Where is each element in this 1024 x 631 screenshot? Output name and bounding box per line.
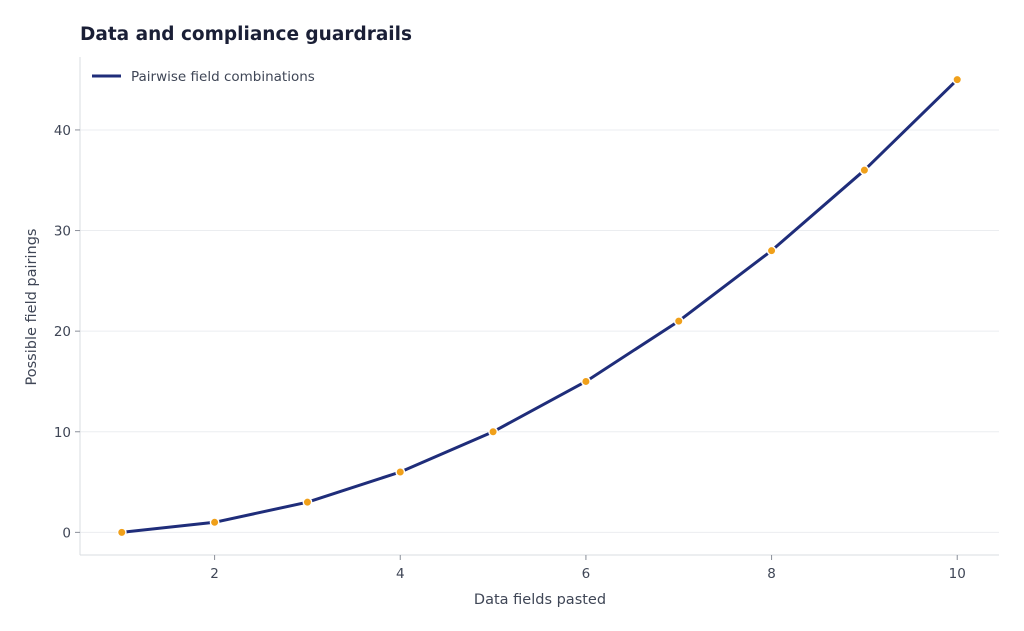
- plot-series: [116, 74, 963, 538]
- x-tick-label-0: 2: [210, 566, 219, 582]
- x-tick-label-2: 6: [582, 566, 591, 582]
- y-axis-label: Possible field pairings: [24, 229, 40, 386]
- data-point-0-3: [395, 467, 406, 477]
- data-point-0-4: [488, 426, 498, 437]
- x-axis-label: Data fields pasted: [474, 592, 606, 608]
- x-tick-label-3: 8: [767, 566, 776, 582]
- data-point-0-7: [766, 245, 777, 256]
- data-point-0-0: [116, 527, 127, 538]
- x-tick-label-1: 4: [396, 566, 405, 582]
- x-ticks: 2 4 6 8 10: [210, 555, 966, 582]
- data-point-0-1: [209, 517, 220, 528]
- data-point-0-5: [581, 376, 591, 387]
- y-tick-label-0: 0: [62, 525, 71, 541]
- series-line-0: [120, 78, 959, 534]
- data-point-0-6: [673, 316, 684, 326]
- legend: Pairwise field combinations: [92, 69, 315, 85]
- chart-title: Data and compliance guardrails: [80, 24, 412, 45]
- y-tick-label-2: 20: [54, 324, 71, 340]
- data-point-0-9: [952, 74, 963, 85]
- data-point-0-8: [859, 165, 870, 176]
- grid: [80, 129, 999, 533]
- y-tick-label-1: 10: [54, 425, 71, 441]
- x-tick-label-4: 10: [949, 566, 966, 582]
- data-point-0-2: [302, 497, 313, 508]
- y-ticks: 0 10 20 30 40: [54, 123, 80, 541]
- y-tick-label-4: 40: [54, 123, 71, 139]
- axes: [79, 57, 999, 556]
- legend-label-0: Pairwise field combinations: [131, 69, 315, 85]
- y-tick-label-3: 30: [54, 224, 71, 240]
